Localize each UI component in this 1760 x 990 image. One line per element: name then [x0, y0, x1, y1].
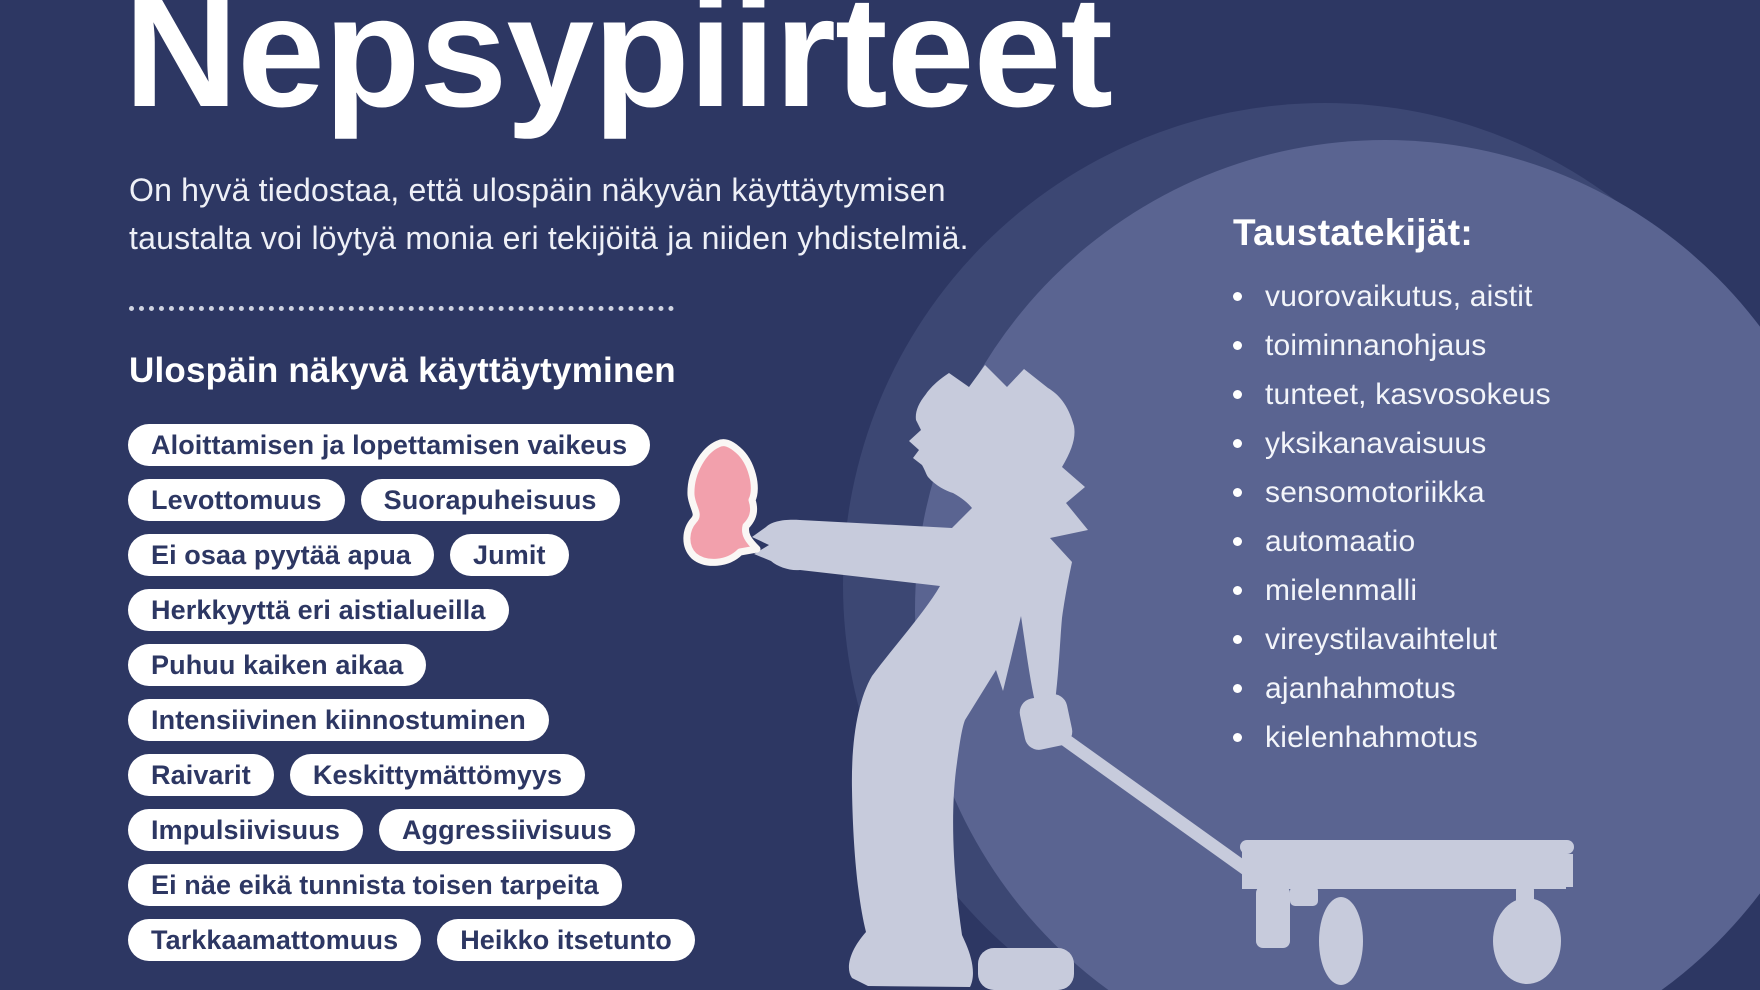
behavior-pill: Raivarit [128, 754, 274, 796]
pill-row: Impulsiivisuus Aggressiivisuus [128, 809, 695, 851]
page-title: Nepsypiirteet [124, 0, 1113, 140]
wagon-left-lip [1242, 852, 1258, 889]
factor-label: ajanhahmotus [1265, 671, 1456, 705]
behavior-pill: Intensiivinen kiinnostuminen [128, 699, 549, 741]
wagon-rim [1240, 840, 1574, 854]
factors-heading: Taustatekijät: [1233, 212, 1473, 253]
factor-label: yksikanavaisuus [1265, 426, 1487, 460]
pill-row: Raivarit Keskittymättömyys [128, 754, 695, 796]
behavior-pill: Keskittymättömyys [289, 754, 586, 796]
bullet-dot-icon [1233, 292, 1242, 301]
intro-line-2: taustalta voi löytyä monia eri tekijöitä… [129, 220, 969, 256]
behavior-pill: Tarkkaamattomuus [128, 919, 422, 961]
factor-item: sensomotoriikka [1233, 468, 1551, 517]
child-back-foot [978, 948, 1074, 990]
bullet-dot-icon [1233, 635, 1242, 644]
factor-item: toiminnanohjaus [1233, 321, 1551, 370]
behavior-pill: Jumit [450, 534, 569, 576]
factor-label: toiminnanohjaus [1265, 328, 1487, 362]
factor-label: tunteet, kasvosokeus [1265, 377, 1551, 411]
wagon-front-support [1256, 886, 1290, 948]
wagon [1240, 840, 1574, 985]
behavior-pill: Herkkyyttä eri aistialueilla [128, 589, 509, 631]
bullet-dot-icon [1233, 733, 1242, 742]
bullet-dot-icon [1233, 537, 1242, 546]
behavior-pill: Aloittamisen ja lopettamisen vaikeus [128, 424, 651, 466]
bullet-dot-icon [1233, 488, 1242, 497]
intro-line-1: On hyvä tiedostaa, että ulospäin näkyvän… [129, 172, 946, 208]
pill-row: Ei osaa pyytää apua Jumit [128, 534, 695, 576]
factor-item: ajanhahmotus [1233, 664, 1551, 713]
pill-row: Tarkkaamattomuus Heikko itsetunto [128, 919, 695, 961]
factor-item: kielenhahmotus [1233, 713, 1551, 762]
child-hand-grip [1019, 694, 1073, 750]
child-silhouette [752, 365, 1088, 987]
behavior-pill: Aggressiivisuus [378, 809, 636, 851]
factors-list: vuorovaikutus, aistit toiminnanohjaus tunt… [1233, 272, 1551, 762]
bullet-dot-icon [1233, 341, 1242, 350]
behavior-pill: Ei osaa pyytää apua [128, 534, 435, 576]
factor-item: automaatio [1233, 517, 1551, 566]
wagon-right-lip [1556, 854, 1573, 887]
wagon-wheel-front [1319, 897, 1363, 985]
pill-row: Intensiivinen kiinnostuminen [128, 699, 695, 741]
behavior-pill: Impulsiivisuus [128, 809, 363, 851]
behavior-pill: Suorapuheisuus [360, 479, 620, 521]
pill-row: Aloittamisen ja lopettamisen vaikeus [128, 424, 695, 466]
intro-text: On hyvä tiedostaa, että ulospäin näkyvän… [129, 166, 969, 262]
pill-row: Herkkyyttä eri aistialueilla [128, 589, 695, 631]
pill-row: Puhuu kaiken aikaa [128, 644, 695, 686]
factor-label: automaatio [1265, 524, 1416, 558]
behavior-pill: Levottomuus [128, 479, 345, 521]
factor-item: vuorovaikutus, aistit [1233, 272, 1551, 321]
pill-row: Ei näe eikä tunnista toisen tarpeita [128, 864, 695, 906]
behavior-pill: Heikko itsetunto [437, 919, 695, 961]
pill-rows: Aloittamisen ja lopettamisen vaikeus Levo… [128, 424, 695, 961]
factor-label: vuorovaikutus, aistit [1265, 279, 1533, 313]
pill-row: Levottomuus Suorapuheisuus [128, 479, 695, 521]
bullet-dot-icon [1233, 390, 1242, 399]
factor-label: sensomotoriikka [1265, 475, 1485, 509]
behavior-pill: Ei näe eikä tunnista toisen tarpeita [128, 864, 622, 906]
factor-label: mielenmalli [1265, 573, 1418, 607]
wagon-wheel-rear [1493, 898, 1561, 984]
bullet-dot-icon [1233, 439, 1242, 448]
behaviors-heading: Ulospäin näkyvä käyttäytyminen [129, 351, 676, 390]
bullet-dot-icon [1233, 586, 1242, 595]
factor-label: vireystilavaihtelut [1265, 622, 1498, 656]
factor-item: tunteet, kasvosokeus [1233, 370, 1551, 419]
factor-label: kielenhahmotus [1265, 720, 1478, 754]
wagon-front-step [1290, 886, 1318, 906]
factor-item: vireystilavaihtelut [1233, 615, 1551, 664]
factor-item: yksikanavaisuus [1233, 419, 1551, 468]
bullet-dot-icon [1233, 684, 1242, 693]
behavior-pill: Puhuu kaiken aikaa [128, 644, 427, 686]
wagon-body [1248, 852, 1566, 889]
wagon-handle [1039, 719, 1257, 879]
butterfly-icon [683, 439, 761, 566]
factor-item: mielenmalli [1233, 566, 1551, 615]
dotted-divider [129, 306, 674, 311]
